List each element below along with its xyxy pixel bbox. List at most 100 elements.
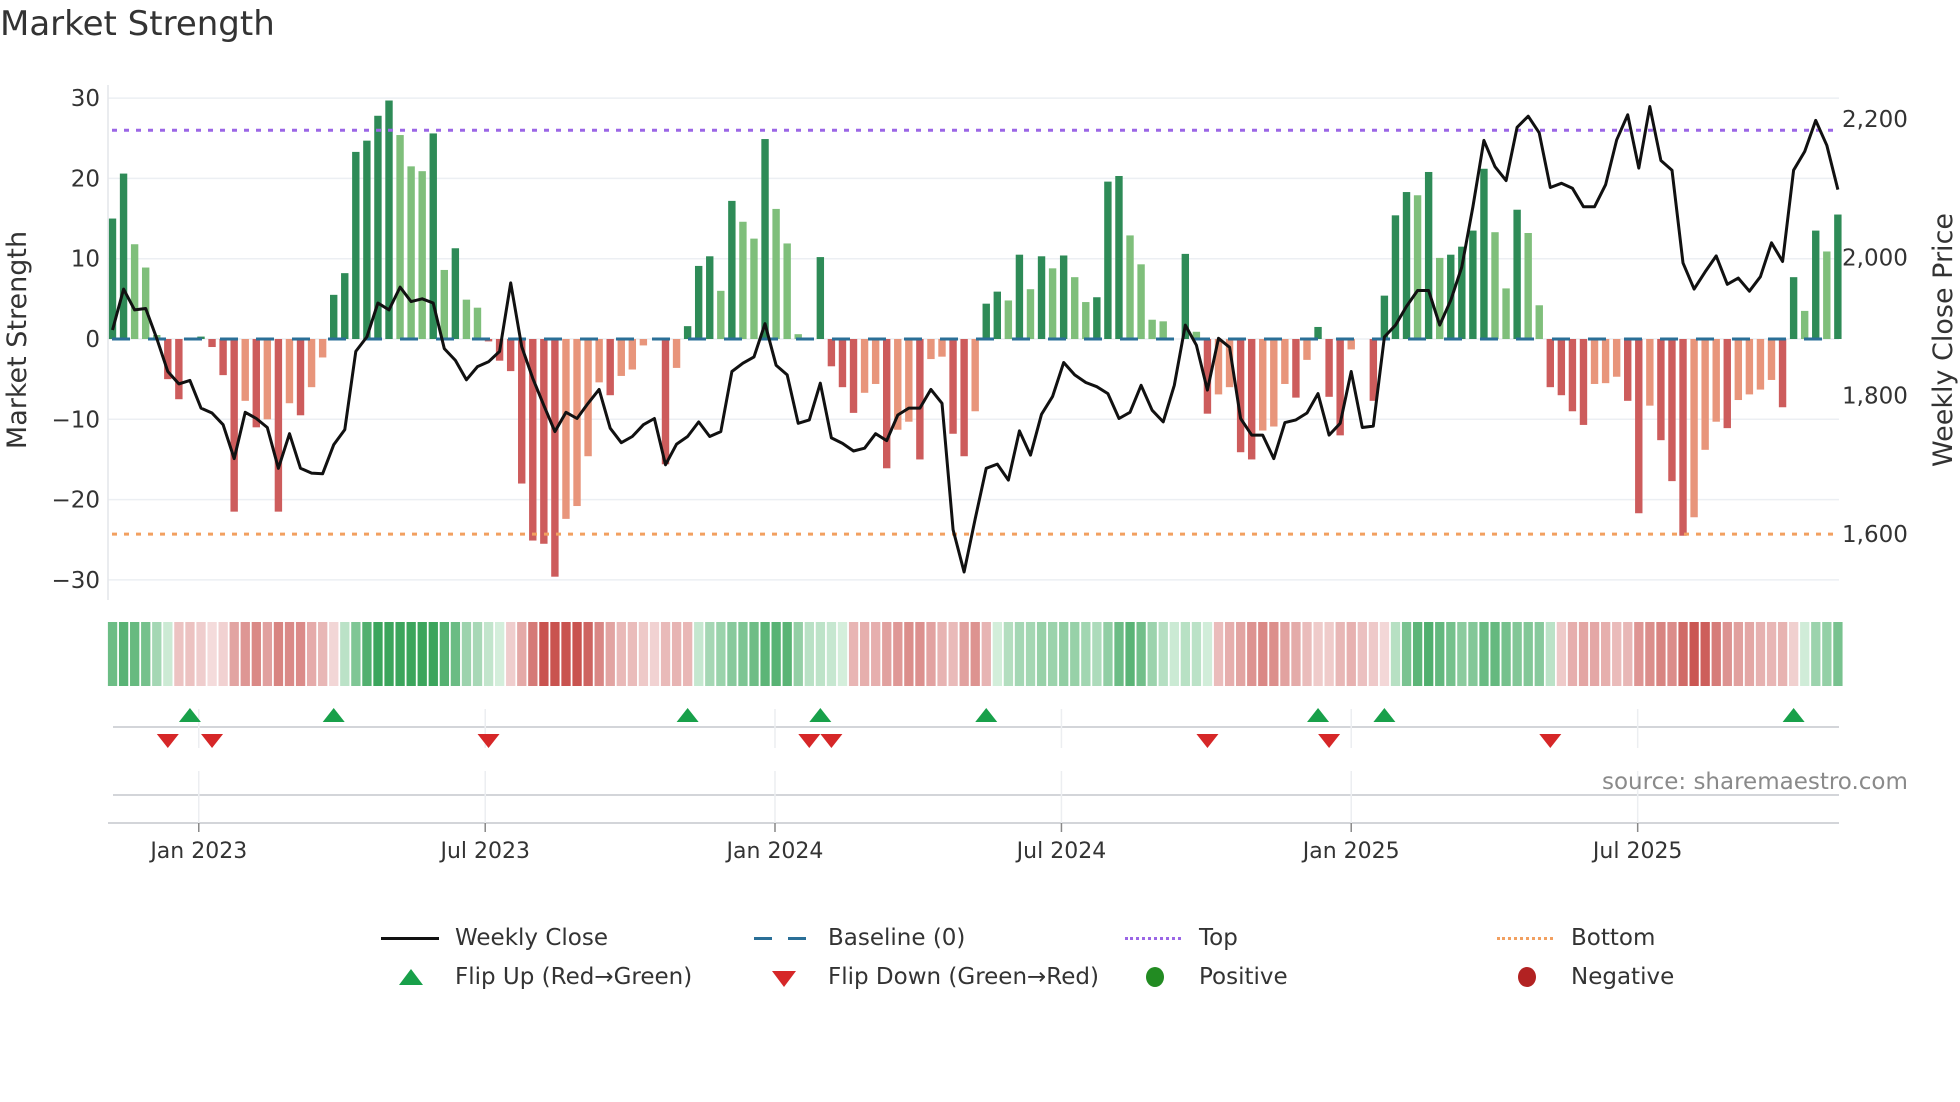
strip-cell <box>1412 622 1423 686</box>
strength-bar <box>1590 339 1599 384</box>
strength-bar <box>440 269 448 339</box>
strip-cell <box>1224 622 1235 686</box>
strip-cell <box>1258 622 1268 686</box>
strength-bar <box>1624 339 1632 401</box>
reference-lines <box>112 128 1839 536</box>
strength-bar <box>1436 257 1444 339</box>
strength-bar <box>1601 339 1610 384</box>
strip-cell <box>1247 622 1257 686</box>
strip-cell <box>306 622 317 686</box>
strength-bar <box>1812 230 1820 339</box>
strength-bar <box>993 291 1001 339</box>
strip-cell <box>495 622 505 686</box>
y-tick-label: 10 <box>71 247 100 273</box>
strip-cell <box>196 622 206 686</box>
strength-bar <box>119 173 128 339</box>
strength-bar <box>1181 253 1190 339</box>
strength-bar <box>1159 321 1167 339</box>
strip-cell <box>528 622 538 686</box>
strip-cell <box>406 622 416 686</box>
strip-cell <box>1025 622 1036 686</box>
strength-bar <box>1646 339 1654 406</box>
strength-bar <box>130 244 139 339</box>
strength-bar <box>175 339 183 400</box>
strip-cell <box>1766 622 1777 686</box>
strip-cell <box>1158 622 1168 686</box>
strip-cell <box>1435 622 1445 686</box>
strength-heat-strip <box>107 622 1843 686</box>
strip-cell <box>1092 622 1102 686</box>
x-tick-label: Jan 2024 <box>725 839 824 864</box>
strength-bar <box>1037 256 1046 339</box>
strength-bar <box>1015 254 1024 339</box>
strip-cell <box>1147 622 1157 686</box>
strength-bar <box>1469 230 1477 339</box>
strip-cell <box>428 622 438 686</box>
flip-up-marker <box>809 708 832 722</box>
strength-bar <box>363 140 371 339</box>
y-tick-label: 30 <box>71 86 100 112</box>
strip-cell <box>1545 622 1555 686</box>
strip-cell <box>1744 622 1755 686</box>
strength-bar <box>473 307 482 339</box>
legend-label: Positive <box>1199 964 1288 990</box>
dashed-line-icon <box>754 928 814 948</box>
strip-cell <box>483 622 494 686</box>
strip-cell <box>539 622 549 686</box>
flip-down-marker <box>156 734 179 748</box>
strength-bar <box>717 290 725 339</box>
legend-label: Bottom <box>1571 925 1656 951</box>
strip-cell <box>152 622 162 686</box>
strip-cell <box>240 622 250 686</box>
strip-cell <box>284 622 295 686</box>
strip-cell <box>1722 622 1732 686</box>
strength-bar <box>1104 181 1112 339</box>
strip-cell <box>904 622 914 686</box>
strength-bar <box>1458 246 1466 339</box>
strip-cell <box>793 622 803 686</box>
strength-bar <box>1303 339 1311 360</box>
strength-bar <box>982 303 990 339</box>
strip-cell <box>948 622 958 686</box>
legend-flip-down: Flip Down (Green→Red) <box>754 964 1099 990</box>
legend-label: Flip Up (Red→Green) <box>455 964 693 990</box>
strip-cell <box>362 622 372 686</box>
y-tick-label: −10 <box>51 407 100 433</box>
strip-cell <box>107 622 118 686</box>
strength-bar <box>1756 339 1765 390</box>
strength-bar <box>1281 339 1289 384</box>
strength-bar <box>1668 339 1676 482</box>
strength-bar <box>296 339 305 416</box>
strip-cell <box>1700 622 1710 686</box>
strength-bar <box>1767 339 1776 380</box>
green-dot-icon <box>1125 967 1185 987</box>
strip-cell <box>1059 622 1069 686</box>
strength-bar <box>1214 339 1223 395</box>
weekly-close-line <box>111 105 1840 574</box>
strength-bar <box>307 339 316 388</box>
strip-cell <box>1833 622 1843 686</box>
y2-tick-label: 1,600 <box>1842 522 1908 548</box>
y-axis-label: Market Strength <box>2 231 33 449</box>
strip-cell <box>727 622 737 686</box>
strength-bar <box>639 339 648 346</box>
strip-cell <box>893 622 903 686</box>
strength-bar <box>1126 235 1134 339</box>
strip-cell <box>616 622 626 686</box>
strip-cell <box>1589 622 1600 686</box>
legend-negative: Negative <box>1497 964 1674 990</box>
strength-bar <box>230 339 238 512</box>
strip-cell <box>1645 622 1655 686</box>
strength-bar <box>208 339 216 348</box>
legend-label: Top <box>1199 925 1238 951</box>
strength-bar <box>1413 195 1422 339</box>
strength-bar <box>1535 305 1543 339</box>
legend-label: Negative <box>1571 964 1675 990</box>
strip-cell <box>1180 622 1191 686</box>
strip-cell <box>1379 622 1390 686</box>
solid-line-icon <box>381 928 441 948</box>
strip-cell <box>1689 622 1699 686</box>
strip-cell <box>417 622 427 686</box>
x-tick-label: Jul 2024 <box>1015 839 1107 864</box>
strength-bar <box>462 299 471 339</box>
